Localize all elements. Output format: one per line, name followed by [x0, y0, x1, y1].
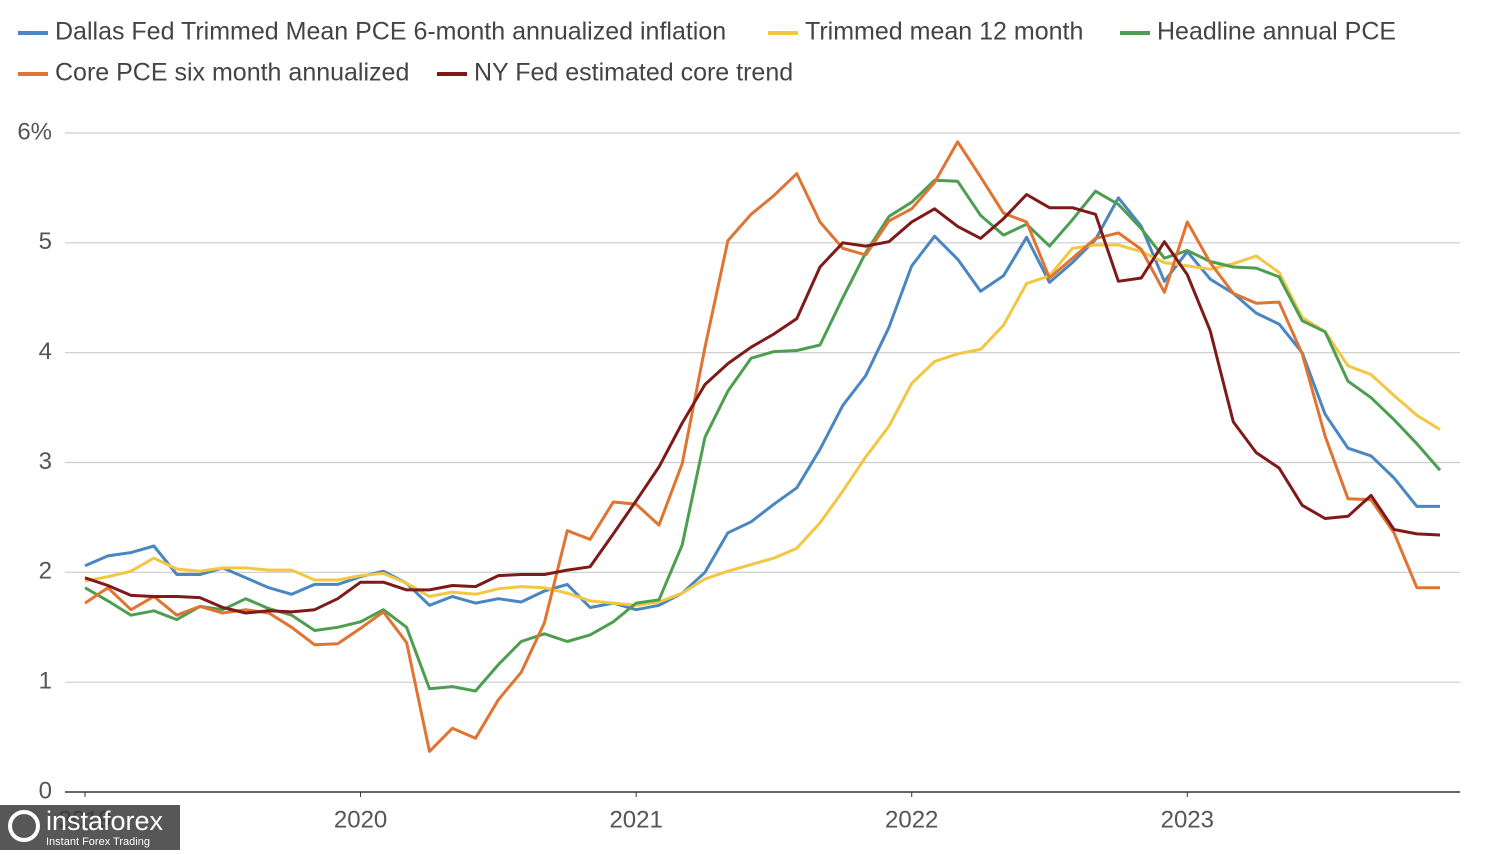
watermark-tagline: Instant Forex Trading [46, 836, 150, 848]
watermark: instaforex Instant Forex Trading [0, 805, 180, 850]
legend: Dallas Fed Trimmed Mean PCE 6-month annu… [18, 18, 1396, 87]
series-line [84, 193, 1441, 615]
series-line [84, 140, 1440, 753]
legend-label: Dallas Fed Trimmed Mean PCE 6-month annu… [55, 18, 726, 46]
y-tick-label: 6% [17, 118, 52, 145]
watermark-icon [8, 810, 40, 842]
x-tick-label: 2021 [609, 806, 662, 833]
x-tick-label: 2022 [885, 806, 938, 833]
series-line [84, 196, 1440, 612]
legend-label: Headline annual PCE [1157, 18, 1396, 46]
legend-label: NY Fed estimated core trend [474, 59, 793, 87]
legend-label: Trimmed mean 12 month [805, 18, 1083, 46]
y-tick-label: 1 [39, 668, 52, 695]
y-tick-label: 4 [39, 338, 52, 365]
x-tick-label: 2023 [1161, 806, 1214, 833]
x-tick-label: 2020 [334, 806, 387, 833]
series-line [84, 178, 1442, 693]
y-tick-label: 2 [39, 558, 52, 585]
legend-label: Core PCE six month annualized [55, 59, 409, 87]
watermark-brand: instaforex [46, 806, 164, 836]
y-tick-label: 0 [39, 777, 52, 804]
y-tick-label: 3 [39, 448, 52, 475]
y-tick-label: 5 [39, 228, 52, 255]
